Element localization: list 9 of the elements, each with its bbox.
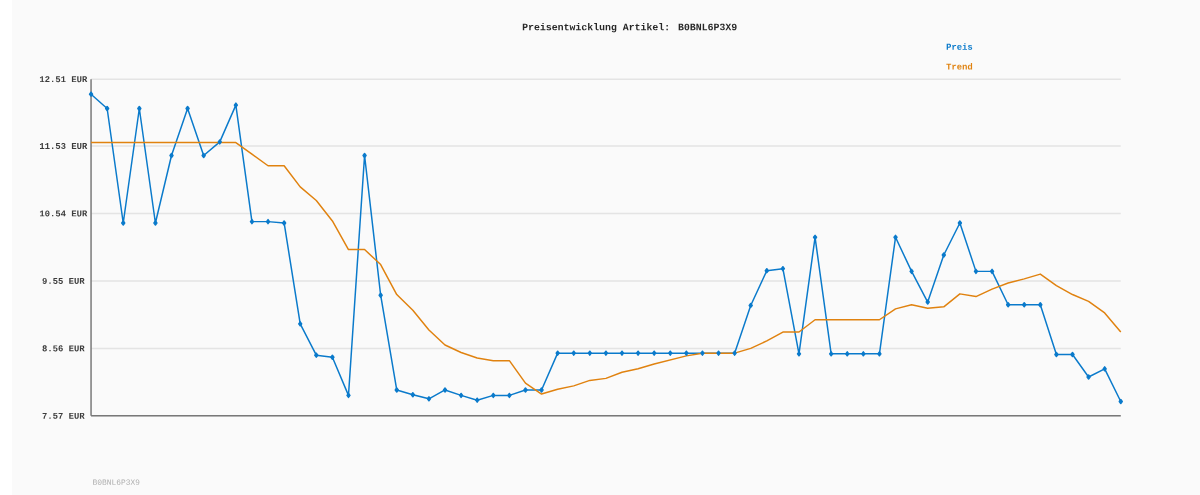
y-tick-label: 11.53 EUR bbox=[39, 142, 88, 149]
text: Preis bbox=[946, 43, 973, 50]
chart-title: Preisentwicklung Artikel: B0BNL6P3X9 bbox=[522, 23, 737, 33]
text: Trend bbox=[946, 63, 973, 70]
y-tick-label: 12.51 EUR bbox=[39, 76, 88, 83]
y-tick-label: 9.55 EUR bbox=[42, 277, 85, 284]
y-tick-label: 10.54 EUR bbox=[39, 210, 88, 217]
y-tick-label: 8.56 EUR bbox=[42, 345, 85, 352]
y-tick-label: 7.57 EUR bbox=[42, 412, 85, 419]
